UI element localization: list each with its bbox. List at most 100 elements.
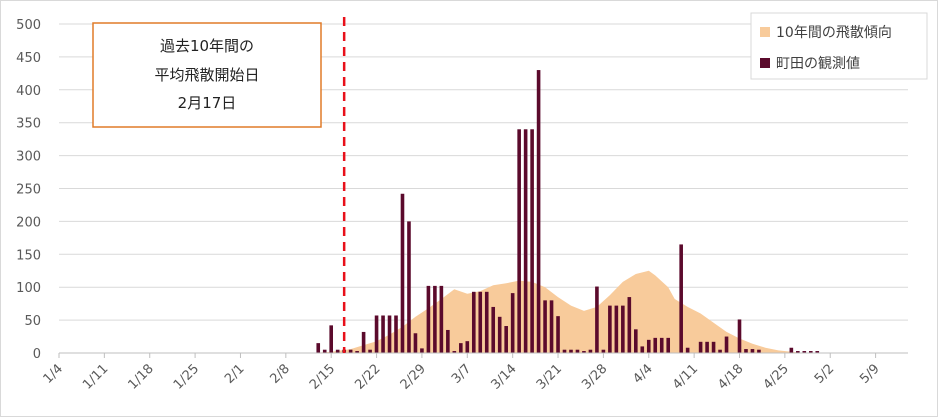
bar-3-1 <box>426 285 431 353</box>
bar-2-26 <box>400 193 405 353</box>
y-tick-label-450: 450 <box>16 51 41 66</box>
x-tick-label-2-22: 2/22 <box>352 361 383 392</box>
bar-3-20 <box>549 300 554 353</box>
y-tick-label-350: 350 <box>16 117 41 132</box>
bar-3-31 <box>621 305 625 353</box>
x-tick-label-1-11: 1/11 <box>80 361 111 392</box>
bar-4-21 <box>757 349 761 353</box>
bar-4-13 <box>705 341 709 353</box>
y-tick-label-200: 200 <box>16 215 41 230</box>
x-tick-label-3-7: 3/7 <box>449 361 474 386</box>
bar-3-19 <box>543 300 547 353</box>
bar-2-14 <box>322 349 327 353</box>
bar-3-17 <box>530 129 534 353</box>
y-tick-label-50: 50 <box>24 314 41 329</box>
bar-2-24 <box>387 315 392 353</box>
bar-3-14 <box>510 293 515 353</box>
bar-4-29 <box>808 351 813 353</box>
y-tick-label-0: 0 <box>33 347 41 362</box>
bar-2-20 <box>361 331 366 353</box>
bar-2-28 <box>413 333 418 353</box>
x-tick-label-4-25: 4/25 <box>761 361 792 392</box>
x-tick-label-2-15: 2/15 <box>307 361 338 392</box>
annotation-box <box>92 22 322 128</box>
x-tick-label-4-18: 4/18 <box>715 361 746 392</box>
bar-2-15 <box>329 325 333 353</box>
bar-4-30 <box>815 351 820 353</box>
bar-4-19 <box>744 349 748 353</box>
bar-4-10 <box>685 347 690 353</box>
bar-3-7 <box>465 341 470 353</box>
x-tick-label-2-1: 2/1 <box>222 361 247 386</box>
annotation-line-3: 2月17日 <box>178 94 237 112</box>
x-tick-label-1-18: 1/18 <box>126 361 157 392</box>
y-tick-label-250: 250 <box>16 183 41 198</box>
y-tick-label-100: 100 <box>16 281 41 296</box>
bar-3-25 <box>582 351 586 353</box>
x-tick-label-5-2: 5/2 <box>812 361 837 386</box>
bar-2-22 <box>374 315 379 353</box>
bar-2-23 <box>381 315 385 353</box>
bar-4-20 <box>750 349 755 353</box>
bar-3-12 <box>497 316 502 353</box>
bar-2-29 <box>420 348 424 353</box>
x-tick-label-3-21: 3/21 <box>534 361 565 392</box>
bar-4-9 <box>679 244 683 353</box>
bar-2-13 <box>316 343 321 353</box>
bar-4-2 <box>634 329 638 353</box>
legend-box <box>750 12 928 80</box>
bar-3-28 <box>601 349 606 353</box>
bar-4-4 <box>646 339 651 353</box>
x-tick-label-1-25: 1/25 <box>171 361 202 392</box>
bar-3-24 <box>575 349 580 353</box>
bar-3-13 <box>504 326 508 353</box>
bar-3-4 <box>446 329 450 353</box>
bar-3-23 <box>569 349 573 353</box>
annotation-line-1: 過去10年間の <box>160 37 254 55</box>
bar-4-7 <box>666 337 671 353</box>
bar-3-30 <box>614 305 619 353</box>
x-tick-label-2-29: 2/29 <box>398 361 429 392</box>
x-tick-label-3-28: 3/28 <box>579 361 610 392</box>
y-tick-label-500: 500 <box>16 18 41 33</box>
annotation-line-2: 平均飛散開始日 <box>154 66 259 84</box>
bar-3-10 <box>484 291 489 353</box>
bar-4-27 <box>796 351 800 353</box>
y-axis: 0 50 100 150 200 250 300 350 400 450 500 <box>16 18 41 362</box>
bar-3-16 <box>523 129 528 353</box>
x-tick-label-3-14: 3/14 <box>488 361 519 392</box>
bar-3-6 <box>459 343 463 353</box>
x-tick-label-1-4: 1/4 <box>41 361 66 386</box>
legend-swatch-2 <box>760 58 770 68</box>
bar-4-26 <box>789 347 794 353</box>
bar-3-29 <box>608 305 612 353</box>
bar-3-11 <box>491 306 496 353</box>
bar-4-18 <box>737 319 742 353</box>
bar-4-14 <box>711 341 716 353</box>
y-tick-label-400: 400 <box>16 84 41 99</box>
bar-2-27 <box>407 221 411 353</box>
bar-3-5 <box>452 351 457 353</box>
bar-2-16 <box>335 349 340 353</box>
bar-4-1 <box>627 297 632 353</box>
legend-label-2: 町田の観測値 <box>776 55 860 72</box>
legend-label-1: 10年間の飛散傾向 <box>776 25 892 41</box>
x-axis: 1/4 1/11 1/18 1/25 2/1 2/8 2/15 2/22 2/29 3/7 3/14… <box>41 352 908 393</box>
y-tick-label-150: 150 <box>16 248 41 263</box>
bar-3-21 <box>556 316 560 353</box>
bar-2-21 <box>368 349 372 353</box>
bar-4-5 <box>653 337 658 353</box>
bar-3-8 <box>471 291 476 353</box>
bar-4-3 <box>640 346 645 353</box>
y-tick-label-300: 300 <box>16 150 41 165</box>
bar-3-27 <box>595 286 599 353</box>
bar-2-25 <box>394 315 398 353</box>
bar-3-26 <box>588 349 593 353</box>
bar-4-12 <box>698 341 703 353</box>
bar-3-9 <box>478 291 483 353</box>
x-tick-label-4-11: 4/11 <box>670 361 701 392</box>
